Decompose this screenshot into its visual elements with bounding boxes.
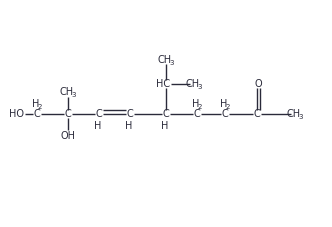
Text: C: C xyxy=(163,109,169,119)
Text: C: C xyxy=(194,109,201,119)
Text: 3: 3 xyxy=(72,92,76,98)
Text: 3: 3 xyxy=(170,60,174,66)
Text: C: C xyxy=(222,109,228,119)
Text: 3: 3 xyxy=(198,84,202,90)
Text: 2: 2 xyxy=(198,104,202,110)
Text: O: O xyxy=(254,79,262,89)
Text: 3: 3 xyxy=(299,114,303,120)
Text: C: C xyxy=(96,109,102,119)
Text: OH: OH xyxy=(60,131,75,141)
Text: C: C xyxy=(126,109,133,119)
Text: H: H xyxy=(192,99,200,109)
Text: HO: HO xyxy=(9,109,24,119)
Text: CH: CH xyxy=(60,87,74,97)
Text: H: H xyxy=(220,99,228,109)
Text: 2: 2 xyxy=(226,104,230,110)
Text: 2: 2 xyxy=(38,104,42,110)
Text: C: C xyxy=(34,109,41,119)
Text: CH: CH xyxy=(158,55,172,65)
Text: H: H xyxy=(94,121,102,131)
Text: CH: CH xyxy=(186,79,200,89)
Text: H: H xyxy=(161,121,169,131)
Text: HC: HC xyxy=(156,79,170,89)
Text: CH: CH xyxy=(287,109,301,119)
Text: H: H xyxy=(32,99,40,109)
Text: C: C xyxy=(65,109,71,119)
Text: C: C xyxy=(254,109,260,119)
Text: H: H xyxy=(125,121,133,131)
